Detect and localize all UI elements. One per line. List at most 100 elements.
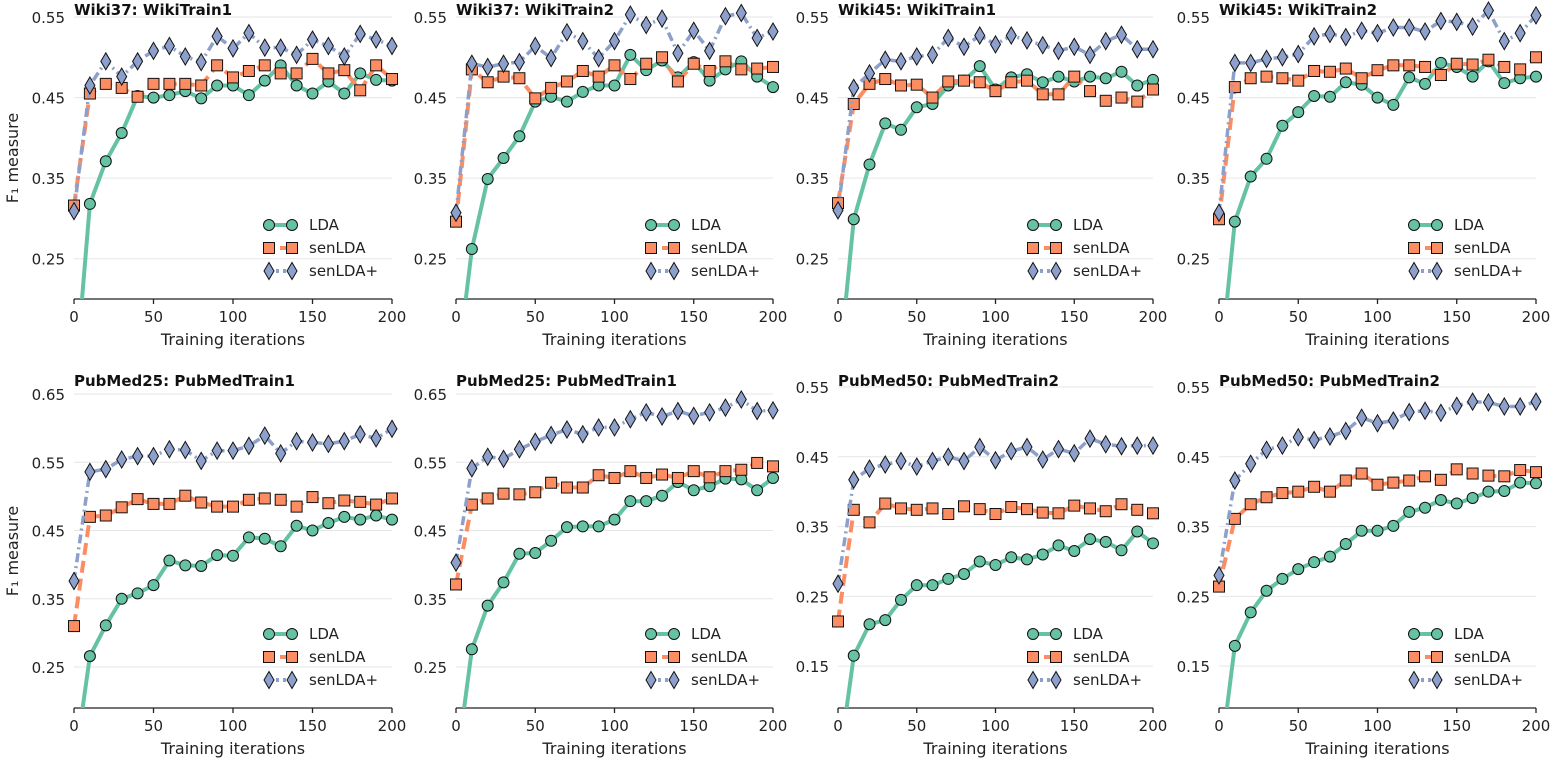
data-point-diamond	[1100, 31, 1112, 51]
data-point-square	[1027, 242, 1039, 254]
data-point-diamond	[1068, 443, 1080, 463]
data-point-diamond	[751, 28, 763, 48]
data-point-square	[1482, 469, 1495, 482]
data-point-circle	[242, 531, 255, 544]
data-point-circle	[1027, 628, 1039, 640]
y-tick-label: 0.55	[414, 454, 447, 472]
data-point-square	[1419, 470, 1432, 483]
x-tick-label: 0	[451, 308, 461, 326]
data-point-diamond	[1435, 11, 1447, 31]
data-point-diamond	[275, 443, 287, 463]
data-point-square	[1466, 58, 1479, 71]
x-axis-label: Training iterations	[1304, 739, 1449, 758]
series-senlda-plus	[1213, 1, 1542, 223]
data-point-diamond	[645, 261, 657, 281]
data-point-diamond	[656, 9, 668, 29]
legend-item: senLDA	[1408, 648, 1511, 666]
data-point-circle	[1403, 505, 1416, 518]
data-point-square	[1498, 470, 1511, 483]
subplot-8: 0.15 0.25 0.35 0.45 0.55 0 50 100 150 200 PubMed50…	[1177, 372, 1551, 758]
data-point-square	[1260, 491, 1273, 504]
data-point-diamond	[147, 446, 160, 466]
data-point-square	[1099, 505, 1112, 518]
legend-item: senLDA	[645, 239, 748, 257]
subplot-6: 0.25 0.35 0.45 0.55 0.65 0 50 100 150 200 PubMed25…	[414, 372, 788, 758]
series-line	[72, 427, 393, 582]
data-point-diamond	[466, 458, 478, 478]
data-point-diamond	[942, 447, 954, 467]
data-point-square	[497, 487, 510, 500]
data-point-square	[195, 496, 208, 509]
data-point-diamond	[386, 36, 398, 56]
data-point-diamond	[370, 30, 382, 50]
data-point-diamond	[863, 63, 876, 83]
data-point-circle	[576, 85, 589, 98]
data-point-circle	[624, 48, 637, 61]
legend-item: senLDA+	[263, 670, 378, 690]
legend-item: LDA	[645, 216, 722, 234]
data-point-diamond	[895, 51, 907, 71]
data-point-diamond	[1403, 402, 1415, 422]
data-point-square	[99, 77, 112, 90]
subplot-5: 0.25 0.35 0.45 0.55 0.65 0 50 100 150 200 PubMed25…	[3, 372, 407, 758]
series-lda	[1224, 476, 1542, 708]
legend-label: senLDA+	[691, 671, 760, 689]
data-point-square	[668, 651, 680, 663]
data-point-circle	[1099, 72, 1112, 85]
data-point-circle	[767, 81, 779, 94]
data-point-square	[645, 651, 657, 663]
y-tick-label: 0.35	[32, 591, 65, 609]
data-point-circle	[263, 219, 275, 231]
data-point-circle	[1419, 501, 1432, 514]
data-point-circle	[640, 495, 653, 508]
data-point-diamond	[482, 57, 494, 77]
data-point-square	[1052, 507, 1065, 520]
data-point-circle	[465, 243, 478, 256]
data-point-diamond	[227, 441, 239, 461]
data-point-diamond	[1324, 427, 1336, 447]
x-tick-label: 0	[69, 308, 79, 326]
data-point-square	[386, 73, 398, 86]
data-point-square	[1131, 95, 1144, 108]
data-point-square	[1276, 487, 1289, 500]
y-tick-label: 0.55	[414, 9, 447, 27]
x-tick-label: 100	[600, 308, 629, 326]
data-point-diamond	[1052, 439, 1065, 459]
data-point-circle	[242, 89, 255, 102]
data-point-diamond	[545, 425, 557, 445]
data-point-circle	[1260, 152, 1273, 165]
data-point-square	[1084, 85, 1096, 98]
data-point-square	[668, 242, 680, 254]
legend-label: senLDA+	[309, 262, 378, 280]
data-point-circle	[1387, 519, 1400, 532]
data-point-circle	[481, 172, 494, 185]
data-point-square	[640, 471, 653, 484]
x-tick-label: 50	[907, 308, 926, 326]
y-tick-label: 0.35	[414, 591, 447, 609]
data-point-square	[1244, 72, 1257, 85]
data-point-circle	[1308, 556, 1321, 569]
data-point-circle	[147, 579, 160, 592]
x-axis-label: Training iterations	[160, 739, 305, 758]
y-tick-label: 0.25	[1177, 588, 1210, 606]
data-point-square	[735, 63, 748, 76]
data-point-square	[1021, 74, 1033, 87]
x-tick-label: 200	[378, 717, 407, 735]
data-point-square	[879, 73, 892, 86]
legend-label: senLDA	[1073, 648, 1130, 666]
data-point-circle	[1036, 76, 1049, 89]
x-axis-label: Training iterations	[541, 330, 686, 349]
data-point-circle	[1228, 639, 1241, 652]
data-point-circle	[306, 87, 319, 100]
data-point-square	[1068, 70, 1081, 83]
data-point-diamond	[132, 446, 144, 466]
data-point-diamond	[147, 41, 160, 61]
data-point-square	[592, 70, 605, 83]
data-point-square	[608, 471, 621, 484]
legend-label: senLDA+	[1073, 262, 1142, 280]
data-point-diamond	[497, 54, 510, 74]
data-point-diamond	[84, 75, 96, 95]
data-point-diamond	[286, 261, 298, 281]
data-point-diamond	[513, 439, 525, 459]
data-point-circle	[895, 593, 907, 606]
